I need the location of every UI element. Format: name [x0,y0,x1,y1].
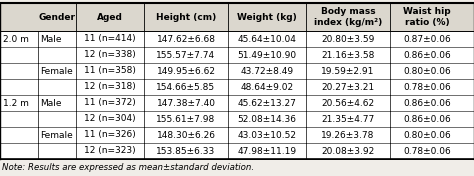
Text: index (kg/m²): index (kg/m²) [314,18,382,27]
Text: 43.72±8.49: 43.72±8.49 [240,67,293,76]
Text: 12 (n=323): 12 (n=323) [84,146,136,156]
Text: 11 (n=326): 11 (n=326) [84,130,136,140]
Text: 2.0 m: 2.0 m [3,34,29,43]
Text: 147.62±6.68: 147.62±6.68 [156,34,216,43]
Text: Male: Male [40,99,62,108]
Bar [0,47,474,63]
Text: 148.30±6.26: 148.30±6.26 [156,130,216,140]
Text: Waist hip: Waist hip [403,7,451,17]
Text: Male: Male [40,34,62,43]
Text: 12 (n=318): 12 (n=318) [84,83,136,92]
Text: 20.80±3.59: 20.80±3.59 [321,34,374,43]
Text: ratio (%): ratio (%) [405,18,449,27]
Text: 11 (n=414): 11 (n=414) [84,34,136,43]
Text: 12 (n=338): 12 (n=338) [84,51,136,59]
Text: Female: Female [40,67,73,76]
Bar [0,79,474,95]
Bar [0,3,474,31]
Text: 20.08±3.92: 20.08±3.92 [321,146,374,156]
Text: 21.35±4.77: 21.35±4.77 [321,115,374,124]
Bar [0,143,474,159]
Text: 0.86±0.06: 0.86±0.06 [403,99,451,108]
Bar [0,111,474,127]
Text: 43.03±10.52: 43.03±10.52 [237,130,297,140]
Text: 0.86±0.06: 0.86±0.06 [403,115,451,124]
Text: 20.27±3.21: 20.27±3.21 [321,83,374,92]
Bar [0,31,474,47]
Text: 45.64±10.04: 45.64±10.04 [237,34,296,43]
Text: Note: Results are expressed as mean±standard deviation.: Note: Results are expressed as mean±stan… [2,164,254,172]
Text: Weight (kg): Weight (kg) [237,12,297,21]
Text: 0.78±0.06: 0.78±0.06 [403,83,451,92]
Text: 11 (n=358): 11 (n=358) [84,67,136,76]
Text: 1.2 m: 1.2 m [3,99,29,108]
Text: 0.87±0.06: 0.87±0.06 [403,34,451,43]
Text: 51.49±10.90: 51.49±10.90 [237,51,297,59]
Text: 0.86±0.06: 0.86±0.06 [403,51,451,59]
Text: 45.62±13.27: 45.62±13.27 [237,99,296,108]
Bar [0,95,474,111]
Text: 155.57±7.74: 155.57±7.74 [156,51,216,59]
Text: 52.08±14.36: 52.08±14.36 [237,115,297,124]
Text: 0.80±0.06: 0.80±0.06 [403,130,451,140]
Text: Height (cm): Height (cm) [156,12,216,21]
Text: Body mass: Body mass [321,7,375,17]
Text: 11 (n=372): 11 (n=372) [84,99,136,108]
Bar [0,63,474,79]
Text: 20.56±4.62: 20.56±4.62 [321,99,374,108]
Text: 47.98±11.19: 47.98±11.19 [237,146,297,156]
Text: Female: Female [40,130,73,140]
Text: 154.66±5.85: 154.66±5.85 [156,83,216,92]
Text: 19.59±2.91: 19.59±2.91 [321,67,374,76]
Text: 21.16±3.58: 21.16±3.58 [321,51,374,59]
Text: 155.61±7.98: 155.61±7.98 [156,115,216,124]
Text: Gender: Gender [38,12,75,21]
Text: 12 (n=304): 12 (n=304) [84,115,136,124]
Text: 19.26±3.78: 19.26±3.78 [321,130,374,140]
Text: 147.38±7.40: 147.38±7.40 [156,99,216,108]
Text: 149.95±6.62: 149.95±6.62 [156,67,216,76]
Text: 153.85±6.33: 153.85±6.33 [156,146,216,156]
Text: 0.78±0.06: 0.78±0.06 [403,146,451,156]
Text: Aged: Aged [97,12,123,21]
Text: 48.64±9.02: 48.64±9.02 [240,83,293,92]
Bar [0,127,474,143]
Text: 0.80±0.06: 0.80±0.06 [403,67,451,76]
